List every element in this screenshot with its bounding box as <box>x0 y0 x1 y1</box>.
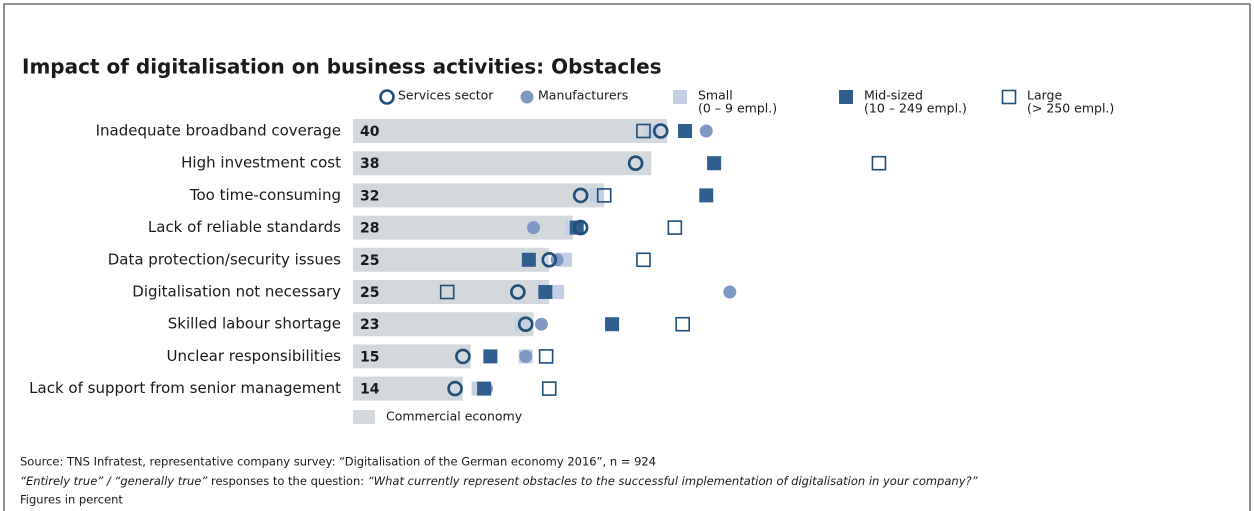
marker <box>455 348 471 365</box>
source: Source: TNS Infratest, representative co… <box>20 455 656 469</box>
marker <box>589 188 604 203</box>
value-label: 40 <box>360 124 380 140</box>
frame <box>3 3 1251 511</box>
legend-detail: (10 – 249 empl.) <box>864 101 967 116</box>
marker <box>572 187 589 204</box>
bar <box>353 312 534 337</box>
value-label: 28 <box>360 221 379 237</box>
units: Figures in percent <box>20 493 123 507</box>
legend-label: Small <box>698 88 733 103</box>
marker <box>627 155 644 171</box>
value-label: 23 <box>360 317 379 333</box>
marker <box>871 155 887 171</box>
marker <box>439 284 455 300</box>
legend-marker <box>1001 89 1017 105</box>
marker <box>723 285 737 299</box>
marker <box>572 219 589 236</box>
note-part: responses to the question: <box>207 474 367 488</box>
bar <box>353 280 550 304</box>
marker <box>521 252 536 267</box>
value-label: 38 <box>360 156 379 172</box>
value-label: 15 <box>360 349 379 365</box>
marker <box>517 316 534 333</box>
marker <box>550 285 565 299</box>
marker <box>636 123 651 139</box>
bar <box>353 376 463 401</box>
bar <box>353 151 652 176</box>
category-label: Inadequate broadband coverage <box>96 122 341 140</box>
legend-label: Manufacturers <box>538 88 628 103</box>
value-label: 14 <box>360 382 380 398</box>
legend-bar <box>353 410 375 424</box>
marker <box>483 349 498 364</box>
value-label: 25 <box>360 253 379 269</box>
marker <box>569 220 584 235</box>
legend-label: Large <box>1027 88 1062 103</box>
marker <box>519 349 533 363</box>
bar <box>353 247 550 272</box>
legend-label: Commercial economy <box>386 409 523 424</box>
marker <box>477 381 492 396</box>
bar <box>353 183 605 208</box>
legend-marker <box>839 90 853 104</box>
marker <box>534 317 548 331</box>
bar <box>353 344 471 369</box>
marker <box>447 380 463 397</box>
note-part: “What currently represent obstacles to t… <box>368 474 979 488</box>
marker <box>541 251 558 268</box>
category-label: High investment cost <box>181 154 341 172</box>
chart-title: Impact of digitalisation on business act… <box>22 55 662 79</box>
marker <box>527 221 541 235</box>
category-label: Unclear responsibilities <box>167 347 342 365</box>
legend-detail: (0 – 9 empl.) <box>698 101 777 116</box>
legend-detail: (> 250 empl.) <box>1027 101 1114 116</box>
category-label: Data protection/security issues <box>108 250 341 268</box>
note: “Entirely true” / “generally true” respo… <box>20 474 979 488</box>
legend-marker <box>379 89 395 105</box>
marker <box>667 220 683 235</box>
marker <box>652 123 669 139</box>
value-label: 25 <box>360 285 379 301</box>
marker <box>514 317 529 332</box>
marker <box>636 252 651 268</box>
bar <box>353 119 667 143</box>
value-label: 32 <box>360 188 379 204</box>
marker <box>678 124 693 138</box>
marker <box>605 317 620 332</box>
category-label: Lack of reliable standards <box>148 218 341 236</box>
note-part: “Entirely true” / “generally true” <box>20 474 208 488</box>
marker <box>541 381 557 396</box>
marker <box>538 349 554 364</box>
category-label: Too time-consuming <box>189 186 341 204</box>
marker <box>699 124 713 138</box>
legend-label: Services sector <box>398 88 494 103</box>
category-label: Lack of support from senior management <box>29 379 341 397</box>
category-label: Skilled labour shortage <box>168 315 341 333</box>
marker <box>675 316 691 332</box>
marker <box>596 188 612 203</box>
marker <box>538 285 553 299</box>
category-label: Digitalisation not necessary <box>132 283 341 301</box>
marker <box>707 156 722 171</box>
legend-marker <box>520 90 534 104</box>
legend-label: Mid-sized <box>864 88 923 103</box>
legend-marker <box>673 90 687 104</box>
marker <box>699 188 714 203</box>
marker <box>510 284 526 300</box>
